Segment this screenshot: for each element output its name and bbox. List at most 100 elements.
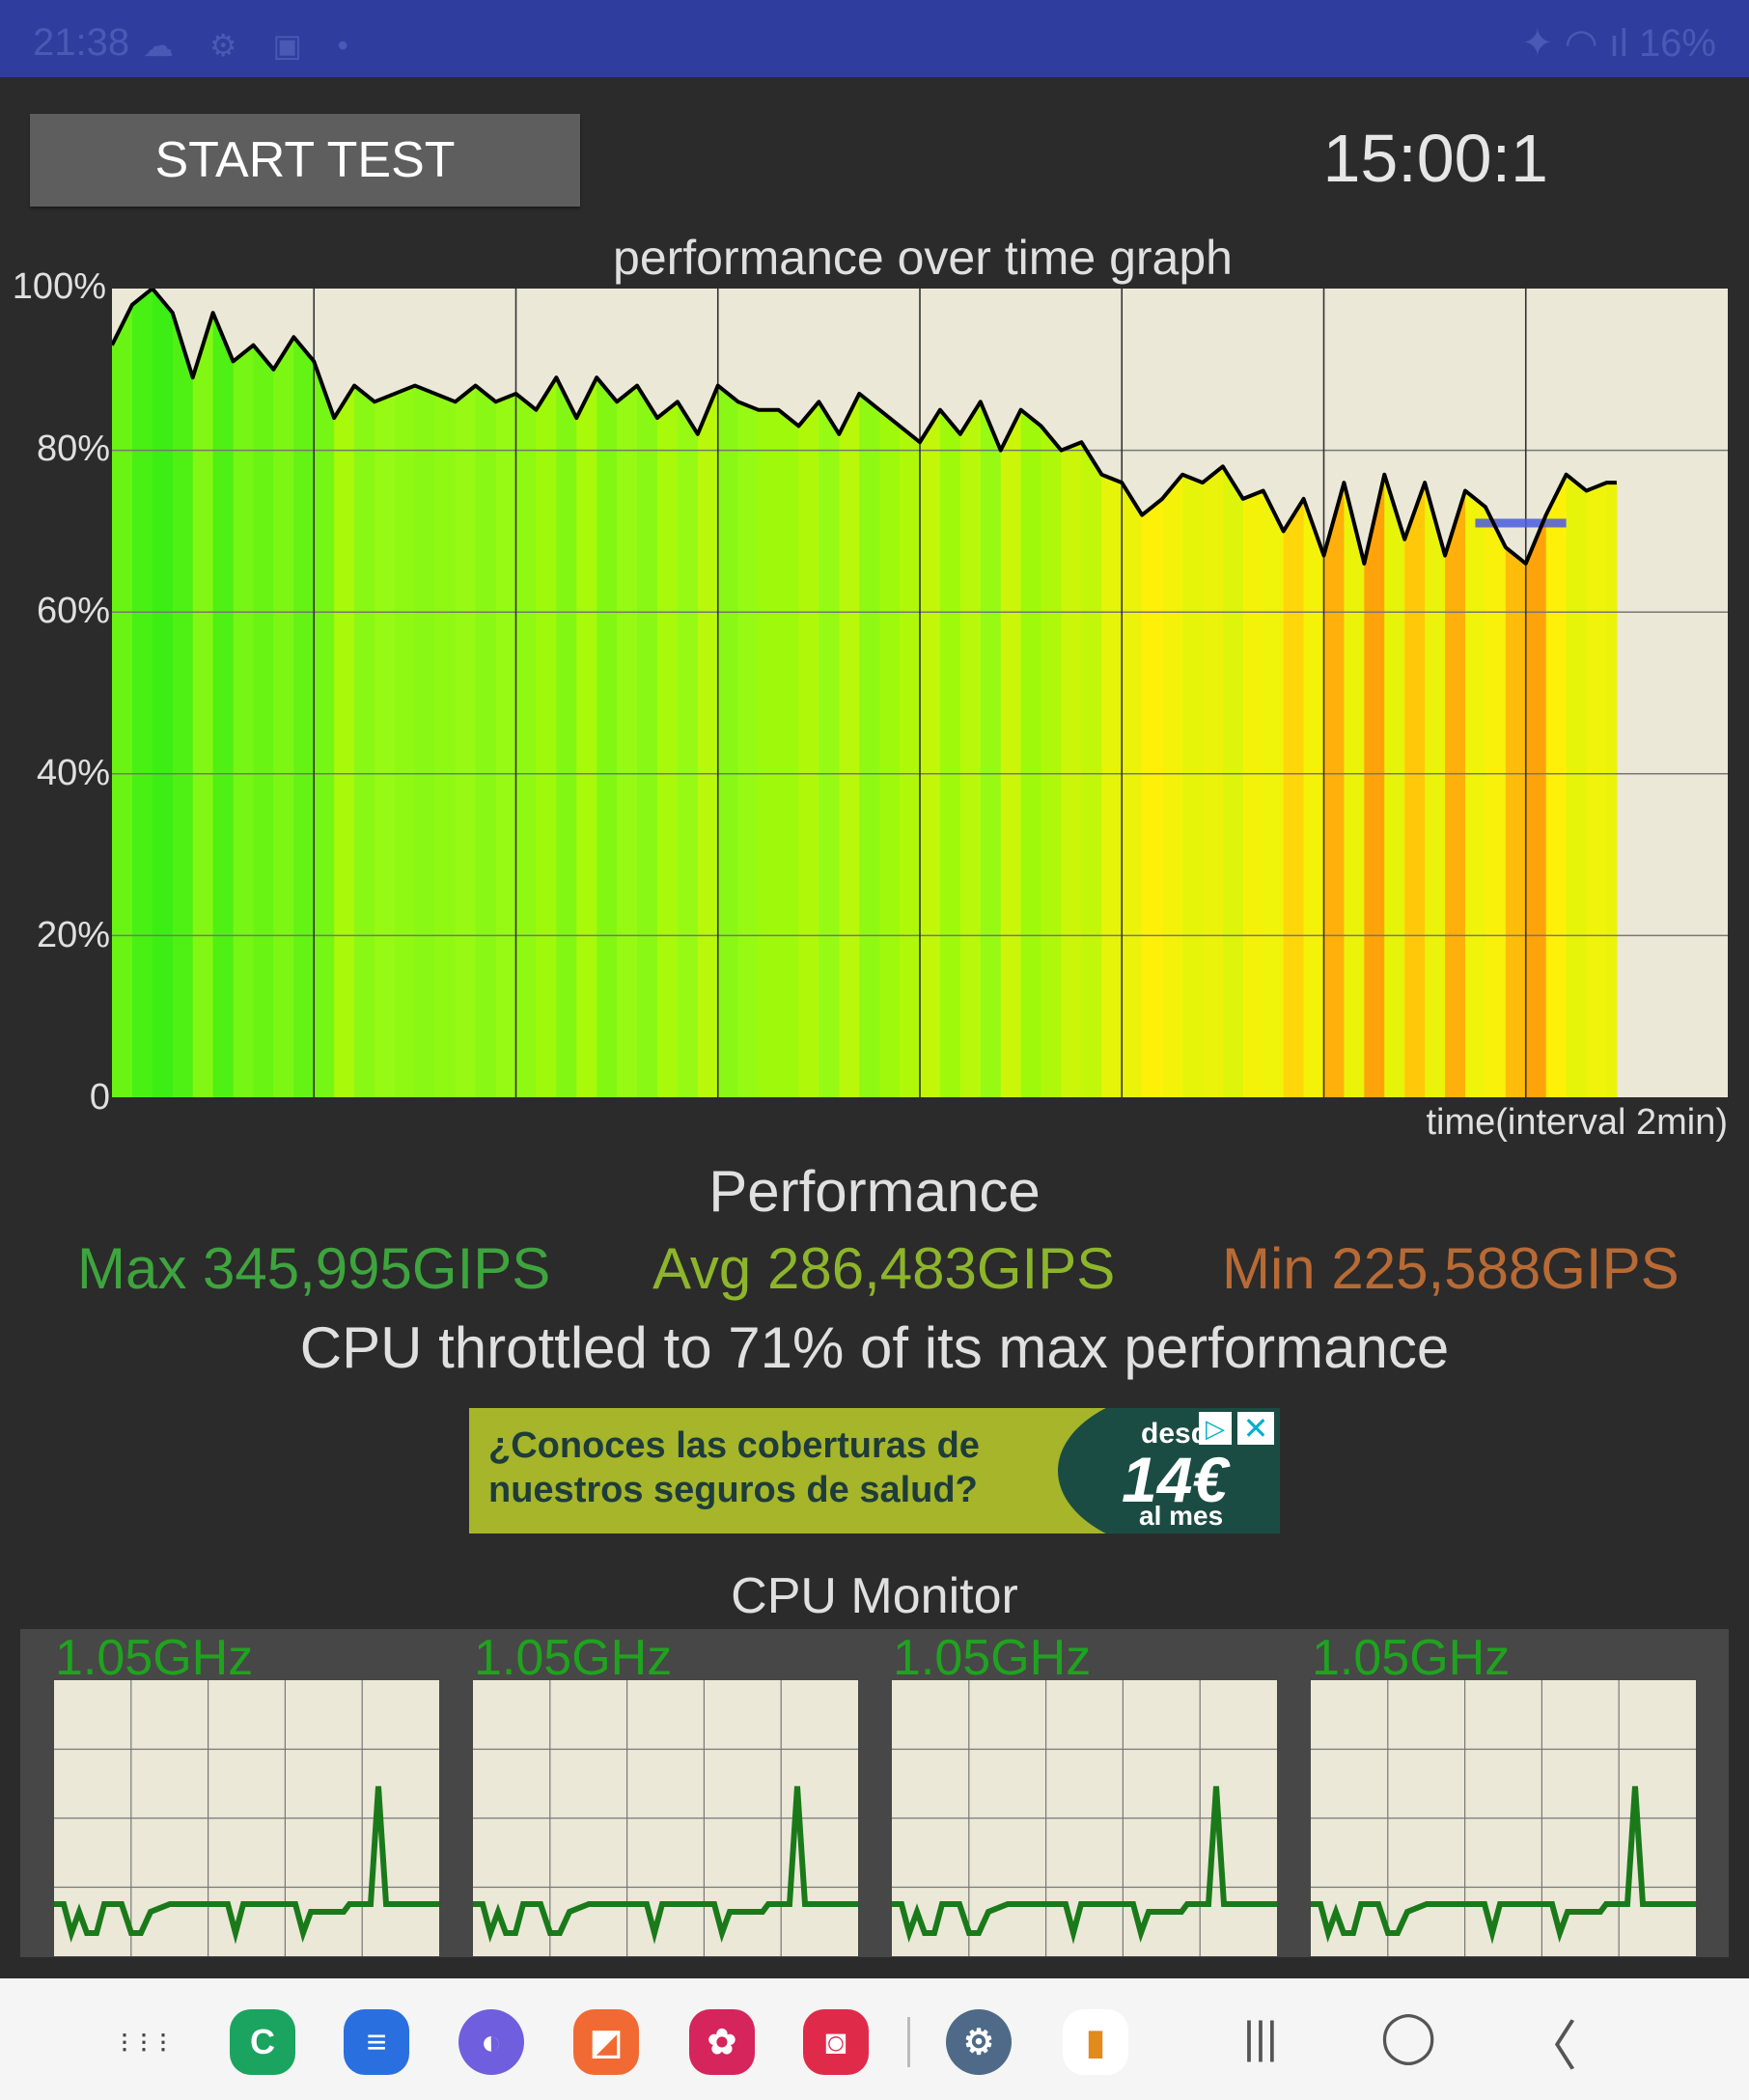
- flower-icon[interactable]: ✿: [689, 2009, 755, 2075]
- area-slice: [677, 289, 699, 1097]
- area-slice: [819, 289, 840, 1097]
- core-4-graph: [1311, 1680, 1696, 1956]
- start-test-button[interactable]: START TEST: [30, 114, 580, 207]
- y-tick-20: 20%: [36, 915, 110, 955]
- area-slice: [1566, 289, 1588, 1097]
- core-2-graph: [473, 1680, 858, 1956]
- battery-app-icon[interactable]: ▮: [1063, 2009, 1128, 2075]
- app-drawer-icon[interactable]: ⋮⋮⋮: [110, 2009, 176, 2075]
- area-slice: [455, 289, 477, 1097]
- whatsapp-c-icon[interactable]: C: [230, 2009, 295, 2075]
- area-slice: [1202, 289, 1224, 1097]
- area-slice: [192, 289, 214, 1097]
- signal-icon: ✦ ◠ ıl: [1521, 22, 1639, 65]
- area-slice: [656, 289, 679, 1097]
- area-slice: [980, 289, 1002, 1097]
- core-3-graph: [892, 1680, 1277, 1956]
- area-slice: [475, 289, 497, 1097]
- adchoices-icon[interactable]: ▷: [1199, 1412, 1232, 1445]
- core-2-freq: 1.05GHz: [474, 1630, 673, 1686]
- area-slice: [839, 289, 860, 1097]
- area-slice: [576, 289, 597, 1097]
- battery-percent: 16%: [1638, 22, 1716, 65]
- area-slice: [253, 289, 274, 1097]
- x-axis-label: time(interval 2min): [1426, 1102, 1728, 1143]
- avg-stat: Avg 286,483GIPS: [652, 1236, 1116, 1301]
- core-1-graph: [54, 1680, 439, 1956]
- area-slice: [293, 289, 315, 1097]
- area-slice: [920, 289, 941, 1097]
- notes-icon[interactable]: ◩: [573, 2009, 639, 2075]
- area-slice: [900, 289, 921, 1097]
- area-slice: [495, 289, 517, 1097]
- y-tick-60: 60%: [36, 591, 110, 631]
- recents-button[interactable]: |||: [1243, 2012, 1278, 2062]
- min-stat: Min 225,588GIPS: [1222, 1236, 1680, 1301]
- area-slice: [212, 289, 235, 1097]
- area-slice: [556, 289, 577, 1097]
- area-slice: [778, 289, 800, 1097]
- cpu-load-line: [473, 1785, 858, 1945]
- performance-graph: [112, 289, 1728, 1097]
- area-slice: [758, 289, 780, 1097]
- area-slice: [597, 289, 618, 1097]
- cpu-load-line: [892, 1785, 1277, 1945]
- core-4-freq: 1.05GHz: [1312, 1630, 1511, 1686]
- ad-banner[interactable]: ¿Conoces las coberturas de nuestros segu…: [469, 1408, 1280, 1534]
- area-slice: [1182, 289, 1204, 1097]
- core-3-freq: 1.05GHz: [893, 1630, 1092, 1686]
- ad-text: ¿Conoces las coberturas de nuestros segu…: [488, 1425, 980, 1510]
- area-slice: [798, 289, 819, 1097]
- area-slice: [434, 289, 457, 1097]
- area-slice: [131, 289, 153, 1097]
- messages-icon[interactable]: ≡: [344, 2009, 409, 2075]
- area-slice: [617, 289, 638, 1097]
- ad-price: 14€: [1122, 1444, 1229, 1515]
- cpu-monitor-title: CPU Monitor: [731, 1568, 1018, 1624]
- area-slice: [1606, 289, 1617, 1097]
- area-slice: [515, 289, 538, 1097]
- throttle-text: CPU throttled to 71% of its max performa…: [299, 1315, 1450, 1380]
- area-slice: [717, 289, 739, 1097]
- y-tick-0: 0: [89, 1077, 110, 1118]
- settings-icon[interactable]: ⚙: [946, 2009, 1012, 2075]
- area-slice: [737, 289, 760, 1097]
- status-icons: ☁ ⚙ ▣ •: [143, 28, 362, 63]
- area-slice: [859, 289, 880, 1097]
- area-slice: [273, 289, 294, 1097]
- cpu-load-line: [1311, 1785, 1696, 1945]
- y-tick-100: 100%: [12, 266, 106, 307]
- area-slice: [697, 289, 719, 1097]
- home-button[interactable]: ◯: [1380, 2008, 1437, 2064]
- core-1-freq: 1.05GHz: [55, 1630, 254, 1686]
- area-slice: [314, 289, 335, 1097]
- area-slice: [1081, 289, 1102, 1097]
- area-slice: [375, 289, 396, 1097]
- camera-icon[interactable]: ◙: [803, 2009, 869, 2075]
- status-time: 21:38: [33, 21, 130, 64]
- graph-title: performance over time graph: [613, 231, 1233, 285]
- y-tick-40: 40%: [36, 753, 110, 793]
- dock-divider: [907, 2017, 910, 2067]
- performance-line: [112, 289, 1617, 566]
- area-slice: [939, 289, 961, 1097]
- max-stat: Max 345,995GIPS: [77, 1236, 551, 1301]
- area-slice: [637, 289, 658, 1097]
- area-slice: [354, 289, 375, 1097]
- ad-per-month: al mes: [1139, 1501, 1224, 1531]
- internet-icon[interactable]: ◐: [458, 2009, 524, 2075]
- area-slice: [112, 289, 133, 1097]
- area-slice: [536, 289, 557, 1097]
- cpu-load-line: [54, 1785, 439, 1945]
- performance-heading: Performance: [708, 1159, 1041, 1224]
- area-slice: [334, 289, 355, 1097]
- area-slice: [1020, 289, 1042, 1097]
- area-slice: [1101, 289, 1123, 1097]
- area-slice: [879, 289, 901, 1097]
- close-icon[interactable]: ✕: [1237, 1412, 1274, 1445]
- area-slice: [394, 289, 416, 1097]
- back-button[interactable]: 〈: [1523, 2016, 1577, 2077]
- area-slice: [172, 289, 194, 1097]
- status-right: ✦ ◠ ıl 16%: [1521, 21, 1716, 66]
- area-slice: [152, 289, 174, 1097]
